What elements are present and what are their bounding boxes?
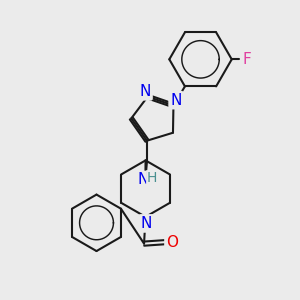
Text: F: F bbox=[243, 52, 252, 67]
Text: H: H bbox=[147, 171, 157, 185]
Text: N: N bbox=[170, 93, 182, 108]
Text: N: N bbox=[140, 216, 152, 231]
Text: N: N bbox=[140, 84, 151, 99]
Text: O: O bbox=[166, 235, 178, 250]
Text: N: N bbox=[138, 172, 149, 187]
